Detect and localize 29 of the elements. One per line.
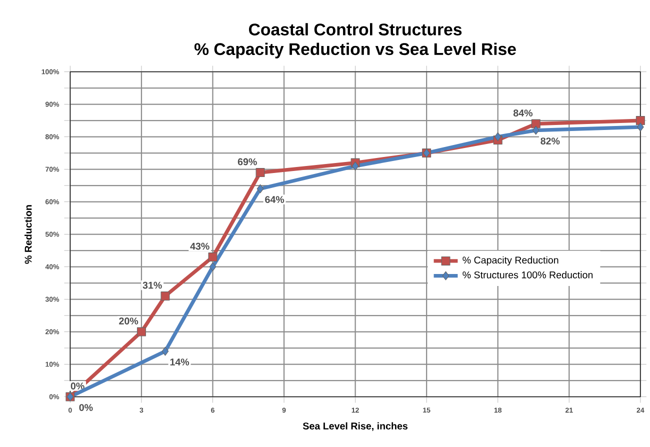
data-label: 82% — [540, 138, 560, 145]
data-label: 20% — [119, 318, 138, 325]
legend-label: % Capacity Reduction — [462, 256, 558, 266]
point — [209, 262, 216, 272]
data-label: 0% — [79, 404, 93, 412]
point — [352, 162, 359, 171]
chart-title: Coastal Control Structures — [248, 23, 462, 36]
y-axis-title: % Reduction — [24, 205, 32, 264]
data-label: 31% — [142, 282, 162, 289]
point — [208, 252, 218, 262]
data-label: 43% — [190, 242, 210, 250]
point — [160, 292, 170, 301]
data-label: 69% — [238, 158, 257, 166]
data-label: 84% — [513, 110, 533, 117]
data-label: 0% — [70, 382, 84, 390]
data-label: 64% — [265, 196, 284, 204]
chart-subtitle: % Capacity Reduction vs Sea Level Rise — [194, 42, 516, 59]
x-axis-title: Sea Level Rise, inches — [302, 422, 408, 432]
point — [531, 119, 540, 128]
point — [256, 168, 265, 178]
point — [136, 327, 146, 336]
point — [494, 132, 502, 142]
point — [636, 116, 645, 126]
data-label: 14% — [170, 358, 190, 366]
point — [532, 126, 540, 135]
point — [256, 184, 264, 194]
point — [636, 122, 644, 132]
point — [162, 346, 169, 356]
legend-label: % Structures 100% Reduction — [462, 271, 593, 279]
